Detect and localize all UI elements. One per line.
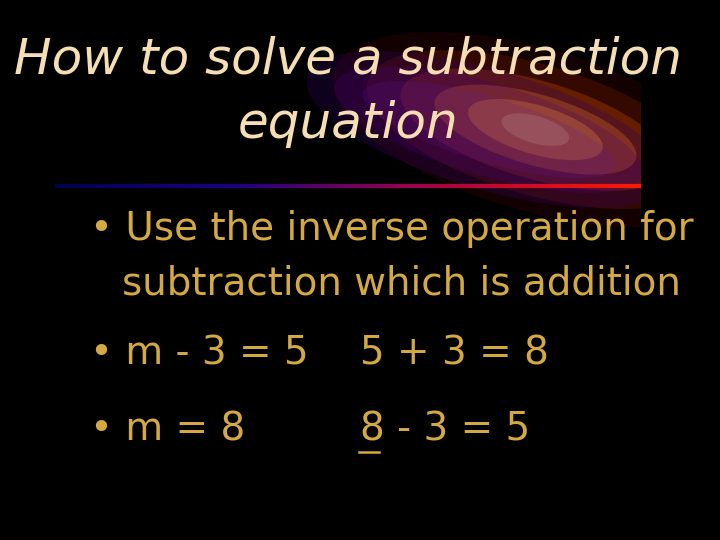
Text: 5 + 3 = 8: 5 + 3 = 8 [360, 335, 549, 373]
Text: subtraction which is addition: subtraction which is addition [122, 265, 681, 302]
Text: • m = 8: • m = 8 [90, 410, 246, 448]
Ellipse shape [367, 50, 704, 209]
Text: • m - 3 = 5: • m - 3 = 5 [90, 335, 309, 373]
Ellipse shape [502, 113, 570, 146]
Text: 8 - 3 = 5: 8 - 3 = 5 [360, 410, 530, 448]
Text: How to solve a subtraction: How to solve a subtraction [14, 36, 682, 83]
Ellipse shape [335, 66, 642, 193]
Ellipse shape [468, 99, 603, 160]
Ellipse shape [307, 51, 671, 208]
Ellipse shape [333, 32, 720, 227]
Text: equation: equation [238, 100, 459, 148]
Ellipse shape [363, 81, 614, 178]
Ellipse shape [434, 85, 636, 174]
Ellipse shape [401, 69, 670, 191]
Text: • Use the inverse operation for: • Use the inverse operation for [90, 211, 694, 248]
